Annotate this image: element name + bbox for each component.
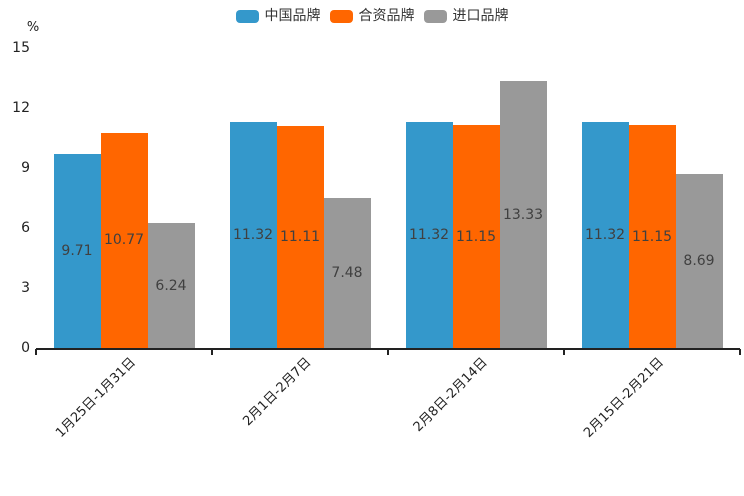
bar-value-series0-cat1: 11.32: [232, 226, 274, 243]
legend-swatch-icon-0: [235, 9, 259, 23]
legend: 中国品牌 合资品牌 进口品牌: [0, 9, 744, 23]
y-tick-label-15: 15: [12, 40, 30, 56]
bar-series1-cat0[interactable]: [100, 132, 148, 348]
x-axis-tick-3: [563, 349, 565, 355]
bar-series0-cat2[interactable]: [405, 121, 453, 348]
x-axis-tick-1: [211, 349, 213, 355]
x-axis-tick-4: [739, 349, 741, 355]
bar-value-series0-cat3: 11.32: [584, 226, 626, 243]
bar-series1-cat3[interactable]: [628, 125, 676, 348]
bar-value-series1-cat0: 10.77: [103, 232, 145, 249]
bar-series0-cat3[interactable]: [581, 121, 629, 348]
bar-series1-cat1[interactable]: [276, 125, 324, 348]
x-category-label-3: 2月15日-2月21日: [580, 355, 667, 441]
x-category-label-0: 1月25日-1月31日: [52, 355, 139, 441]
x-axis-tick-2: [387, 349, 389, 355]
bar-value-series2-cat2: 13.33: [502, 206, 544, 223]
x-axis-line: [36, 348, 740, 350]
legend-label-0: 中国品牌: [264, 8, 321, 24]
y-tick-label-12: 12: [12, 100, 30, 116]
bar-value-series1-cat3: 11.15: [631, 228, 673, 245]
bar-value-series2-cat1: 7.48: [331, 265, 363, 282]
bar-value-series0-cat0: 9.71: [61, 242, 93, 259]
legend-swatch-icon-2: [423, 9, 447, 23]
bar-value-series0-cat2: 11.32: [408, 226, 450, 243]
legend-item-1[interactable]: 合资品牌: [329, 8, 415, 24]
bar-value-series2-cat0: 6.24: [155, 277, 187, 294]
bar-series0-cat1[interactable]: [229, 121, 277, 348]
bar-series1-cat2[interactable]: [452, 125, 500, 348]
bar-value-series1-cat2: 11.15: [455, 228, 497, 245]
bar-series2-cat2[interactable]: [499, 81, 547, 348]
x-axis-tick-0: [35, 349, 37, 355]
bar-value-series1-cat1: 11.11: [279, 228, 321, 245]
y-tick-label-9: 9: [21, 160, 30, 176]
bar-series2-cat3[interactable]: [675, 174, 723, 348]
legend-item-2[interactable]: 进口品牌: [423, 8, 509, 24]
x-category-label-1: 2月1日-2月7日: [240, 355, 315, 430]
bar-series2-cat1[interactable]: [323, 198, 371, 348]
y-tick-label-6: 6: [21, 220, 30, 236]
legend-item-0[interactable]: 中国品牌: [235, 8, 321, 24]
legend-swatch-icon-1: [329, 9, 353, 23]
bar-series0-cat0[interactable]: [53, 153, 101, 348]
legend-label-1: 合资品牌: [358, 8, 415, 24]
bar-series2-cat0[interactable]: [147, 223, 195, 348]
bar-value-series2-cat3: 8.69: [683, 253, 715, 270]
y-tick-label-3: 3: [21, 280, 30, 296]
legend-label-2: 进口品牌: [452, 8, 509, 24]
y-tick-label-0: 0: [21, 340, 30, 356]
x-category-label-2: 2月8日-2月14日: [410, 355, 491, 435]
y-axis-unit-label: %: [26, 20, 40, 35]
